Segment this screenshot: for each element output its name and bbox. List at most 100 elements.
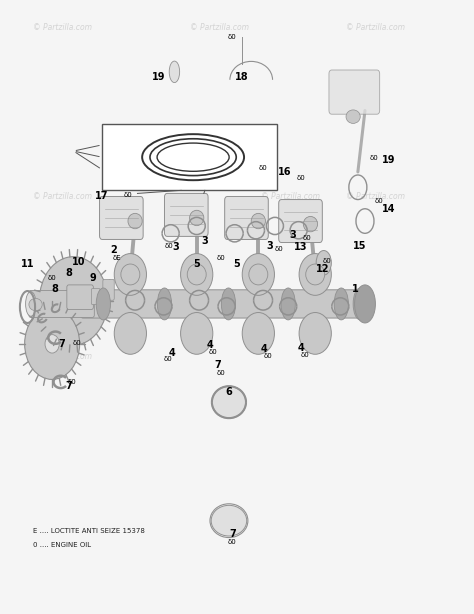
Ellipse shape bbox=[299, 254, 331, 295]
Ellipse shape bbox=[45, 335, 59, 353]
Ellipse shape bbox=[157, 288, 172, 320]
Text: δE: δE bbox=[113, 255, 121, 261]
Text: 8: 8 bbox=[51, 284, 58, 293]
FancyBboxPatch shape bbox=[29, 290, 94, 317]
Text: δ0: δ0 bbox=[164, 356, 173, 362]
Ellipse shape bbox=[39, 257, 108, 345]
Text: 3: 3 bbox=[290, 230, 296, 240]
Text: 19: 19 bbox=[382, 155, 395, 165]
Text: δ0: δ0 bbox=[68, 379, 76, 385]
Text: 4: 4 bbox=[168, 348, 175, 358]
Ellipse shape bbox=[128, 214, 142, 229]
Text: δ0: δ0 bbox=[217, 255, 226, 262]
Ellipse shape bbox=[29, 298, 42, 311]
FancyBboxPatch shape bbox=[91, 289, 100, 305]
Text: 17: 17 bbox=[95, 192, 109, 201]
FancyBboxPatch shape bbox=[100, 196, 143, 239]
Text: δ0: δ0 bbox=[274, 246, 283, 252]
Ellipse shape bbox=[212, 386, 246, 418]
FancyBboxPatch shape bbox=[81, 290, 369, 318]
Ellipse shape bbox=[242, 313, 274, 354]
Text: 3: 3 bbox=[201, 236, 208, 246]
Text: 7: 7 bbox=[229, 529, 236, 539]
Ellipse shape bbox=[169, 61, 180, 83]
Text: 12: 12 bbox=[316, 264, 329, 274]
Ellipse shape bbox=[114, 254, 146, 295]
Text: δ0: δ0 bbox=[370, 155, 379, 161]
FancyBboxPatch shape bbox=[103, 279, 114, 300]
Text: 7: 7 bbox=[58, 339, 65, 349]
Text: 3: 3 bbox=[267, 241, 273, 251]
Text: 14: 14 bbox=[382, 204, 395, 214]
Ellipse shape bbox=[353, 288, 367, 320]
Text: 13: 13 bbox=[294, 242, 307, 252]
Text: 0 .... ENGINE OIL: 0 .... ENGINE OIL bbox=[33, 542, 91, 548]
Ellipse shape bbox=[26, 292, 36, 316]
Text: 9: 9 bbox=[89, 273, 96, 282]
Text: E .... LOCTITE ANTI SEIZE 15378: E .... LOCTITE ANTI SEIZE 15378 bbox=[33, 528, 145, 534]
Ellipse shape bbox=[316, 251, 331, 275]
Ellipse shape bbox=[281, 288, 295, 320]
Ellipse shape bbox=[121, 264, 140, 285]
Text: δ0: δ0 bbox=[323, 258, 331, 264]
Text: © Partzilla.com: © Partzilla.com bbox=[190, 23, 248, 32]
Ellipse shape bbox=[96, 288, 110, 320]
Text: 19: 19 bbox=[152, 72, 165, 82]
Text: 8: 8 bbox=[65, 268, 72, 278]
Text: δ0: δ0 bbox=[297, 175, 305, 181]
Text: 10: 10 bbox=[72, 257, 85, 267]
FancyBboxPatch shape bbox=[279, 200, 322, 243]
Ellipse shape bbox=[242, 254, 274, 295]
Text: © Partzilla.com: © Partzilla.com bbox=[33, 352, 92, 360]
Ellipse shape bbox=[181, 313, 213, 354]
Text: 7: 7 bbox=[215, 360, 221, 370]
Text: 15: 15 bbox=[353, 241, 366, 251]
Text: δ0: δ0 bbox=[302, 235, 311, 241]
Text: 7: 7 bbox=[65, 381, 72, 391]
Text: 11: 11 bbox=[21, 259, 34, 269]
Text: δ0: δ0 bbox=[47, 275, 56, 281]
FancyBboxPatch shape bbox=[329, 70, 380, 114]
Text: δ0: δ0 bbox=[228, 34, 237, 40]
Ellipse shape bbox=[251, 214, 265, 229]
FancyBboxPatch shape bbox=[164, 193, 208, 236]
Ellipse shape bbox=[114, 313, 146, 354]
Ellipse shape bbox=[190, 211, 204, 226]
Text: 4: 4 bbox=[298, 343, 305, 352]
Text: δ0: δ0 bbox=[264, 353, 272, 359]
Text: 3: 3 bbox=[172, 242, 179, 252]
Text: δ0: δ0 bbox=[375, 198, 383, 204]
Text: 5: 5 bbox=[193, 259, 200, 269]
Ellipse shape bbox=[334, 288, 348, 320]
Bar bbox=[102, 124, 277, 190]
Ellipse shape bbox=[63, 287, 84, 314]
Ellipse shape bbox=[355, 285, 375, 323]
Text: δ0: δ0 bbox=[228, 538, 237, 545]
Text: 2: 2 bbox=[110, 245, 117, 255]
Text: δ0: δ0 bbox=[209, 349, 218, 355]
Text: 5: 5 bbox=[234, 259, 240, 269]
Text: δ0: δ0 bbox=[217, 370, 225, 376]
Text: δ0: δ0 bbox=[259, 165, 267, 171]
Text: © Partzilla.com: © Partzilla.com bbox=[33, 192, 92, 201]
Ellipse shape bbox=[249, 264, 268, 285]
FancyBboxPatch shape bbox=[225, 196, 268, 239]
Text: δ0: δ0 bbox=[165, 243, 173, 249]
Text: © Partzilla.com: © Partzilla.com bbox=[346, 192, 405, 201]
Ellipse shape bbox=[221, 288, 236, 320]
Text: δ0: δ0 bbox=[124, 192, 132, 198]
Ellipse shape bbox=[211, 505, 246, 536]
Text: δ0: δ0 bbox=[73, 340, 82, 346]
Ellipse shape bbox=[306, 264, 325, 285]
Text: 18: 18 bbox=[235, 72, 248, 82]
Text: © Partzilla.com: © Partzilla.com bbox=[261, 192, 319, 201]
Text: 4: 4 bbox=[261, 344, 268, 354]
Ellipse shape bbox=[299, 313, 331, 354]
Text: © Partzilla.com: © Partzilla.com bbox=[33, 23, 92, 32]
Ellipse shape bbox=[346, 110, 360, 123]
Text: δ0: δ0 bbox=[301, 352, 310, 358]
Text: © Partzilla.com: © Partzilla.com bbox=[346, 23, 405, 32]
FancyBboxPatch shape bbox=[67, 285, 93, 309]
Text: 6: 6 bbox=[226, 387, 232, 397]
Ellipse shape bbox=[303, 217, 318, 232]
